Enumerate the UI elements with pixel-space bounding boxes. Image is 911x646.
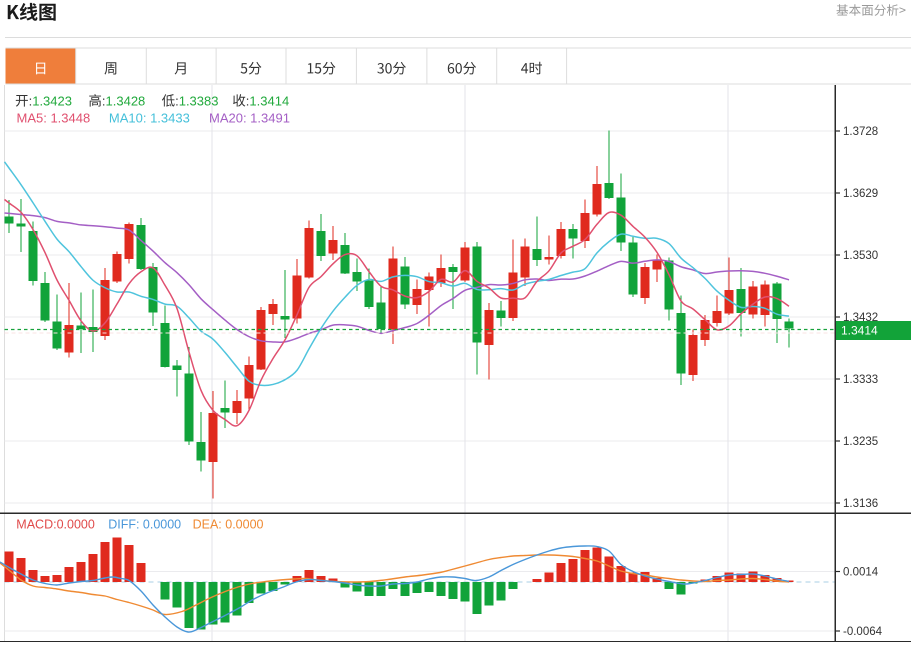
svg-text:1.3629: 1.3629 — [843, 188, 878, 200]
svg-text:-0.0064: -0.0064 — [843, 626, 883, 638]
svg-text:1.3136: 1.3136 — [843, 498, 878, 510]
svg-text::1.3428: :1.3428 — [102, 94, 145, 109]
svg-text:MA10: 1.3433: MA10: 1.3433 — [109, 110, 190, 125]
svg-text:MA5: 1.3448: MA5: 1.3448 — [17, 110, 91, 125]
svg-text:1.3235: 1.3235 — [843, 436, 878, 448]
svg-text:DEA: 0.0000: DEA: 0.0000 — [193, 518, 264, 532]
svg-text:1.3530: 1.3530 — [843, 250, 878, 262]
svg-text:DIFF: 0.0000: DIFF: 0.0000 — [108, 518, 181, 532]
svg-text::1.3414: :1.3414 — [246, 94, 289, 109]
svg-text:1.3414: 1.3414 — [841, 324, 878, 338]
svg-text:0.0014: 0.0014 — [843, 567, 879, 579]
svg-text:1.3333: 1.3333 — [843, 374, 878, 386]
svg-text:1.3728: 1.3728 — [843, 126, 878, 138]
svg-text:MACD:0.0000: MACD:0.0000 — [16, 518, 95, 532]
svg-text:MA20: 1.3491: MA20: 1.3491 — [209, 110, 290, 125]
svg-text::1.3383: :1.3383 — [175, 94, 218, 109]
svg-text::1.3423: :1.3423 — [29, 94, 72, 109]
